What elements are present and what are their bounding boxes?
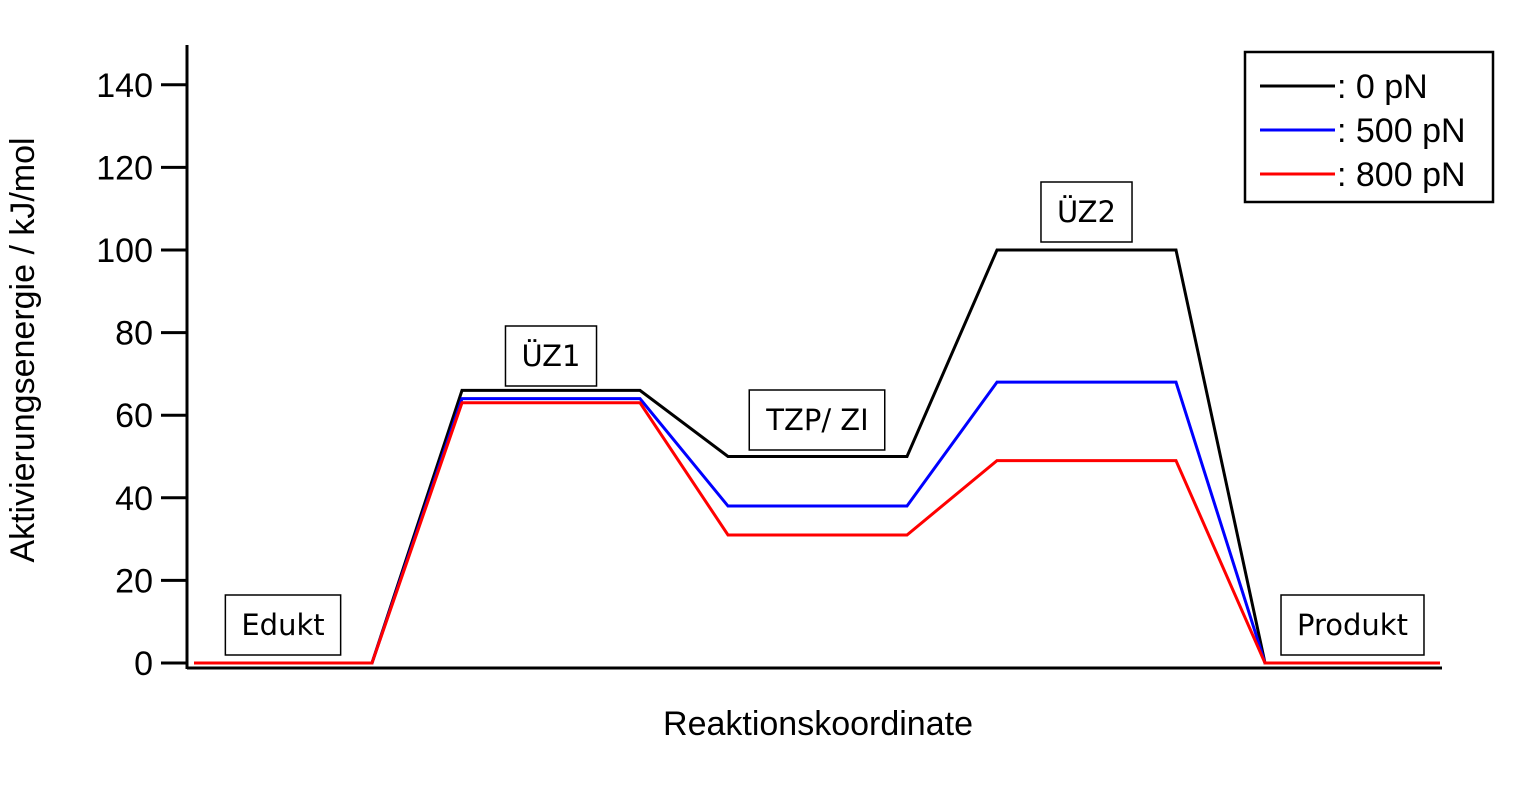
stage-label-1: ÜZ1 bbox=[504, 325, 598, 387]
legend-label-0: : 0 pN bbox=[1337, 68, 1428, 106]
annotation-layer: Edukt ÜZ1 TZP/ ZI ÜZ2 Produkt bbox=[224, 181, 1425, 656]
stage-label-box-1 bbox=[504, 325, 598, 387]
legend: : 0 pN : 500 pN : 800 pN bbox=[1243, 50, 1495, 204]
series-line-0 bbox=[194, 248, 1440, 665]
legend-label-1: : 500 pN bbox=[1337, 112, 1466, 150]
stage-label-text-0: Edukt bbox=[241, 608, 324, 642]
stage-label-0: Edukt bbox=[224, 594, 342, 656]
y-tick-label-140: 140 bbox=[96, 67, 153, 105]
stage-label-text-3: ÜZ2 bbox=[1057, 195, 1116, 229]
y-tick-label-120: 120 bbox=[96, 149, 153, 187]
series-layer bbox=[194, 248, 1440, 665]
y-tick-label-100: 100 bbox=[96, 232, 153, 270]
legend-label-2: : 800 pN bbox=[1337, 156, 1466, 194]
y-tick-label-20: 20 bbox=[115, 562, 153, 600]
series-line-2 bbox=[194, 401, 1440, 665]
stage-label-box-2 bbox=[748, 389, 886, 451]
stage-label-3: ÜZ2 bbox=[1040, 181, 1133, 243]
stage-label-4: Produkt bbox=[1280, 594, 1425, 656]
x-axis-label: Reaktionskoordinate bbox=[663, 705, 973, 743]
y-axis: 0 20 40 60 80 100 120 140 bbox=[96, 45, 189, 683]
y-tick-label-80: 80 bbox=[115, 315, 153, 353]
y-tick-label-60: 60 bbox=[115, 397, 153, 435]
stage-label-box-4 bbox=[1280, 594, 1425, 656]
y-tick-label-40: 40 bbox=[115, 480, 153, 518]
y-axis-label: Aktivierungsenergie / kJ/mol bbox=[4, 137, 42, 562]
stage-label-2: TZP/ ZI bbox=[748, 389, 886, 451]
stage-label-box-0 bbox=[224, 594, 342, 656]
stage-label-text-4: Produkt bbox=[1297, 608, 1408, 642]
y-tick-label-0: 0 bbox=[134, 645, 153, 683]
stage-label-text-2: TZP/ ZI bbox=[765, 403, 868, 437]
stage-label-text-1: ÜZ1 bbox=[521, 339, 580, 373]
legend-box bbox=[1243, 50, 1495, 204]
stage-label-box-3 bbox=[1040, 181, 1133, 243]
